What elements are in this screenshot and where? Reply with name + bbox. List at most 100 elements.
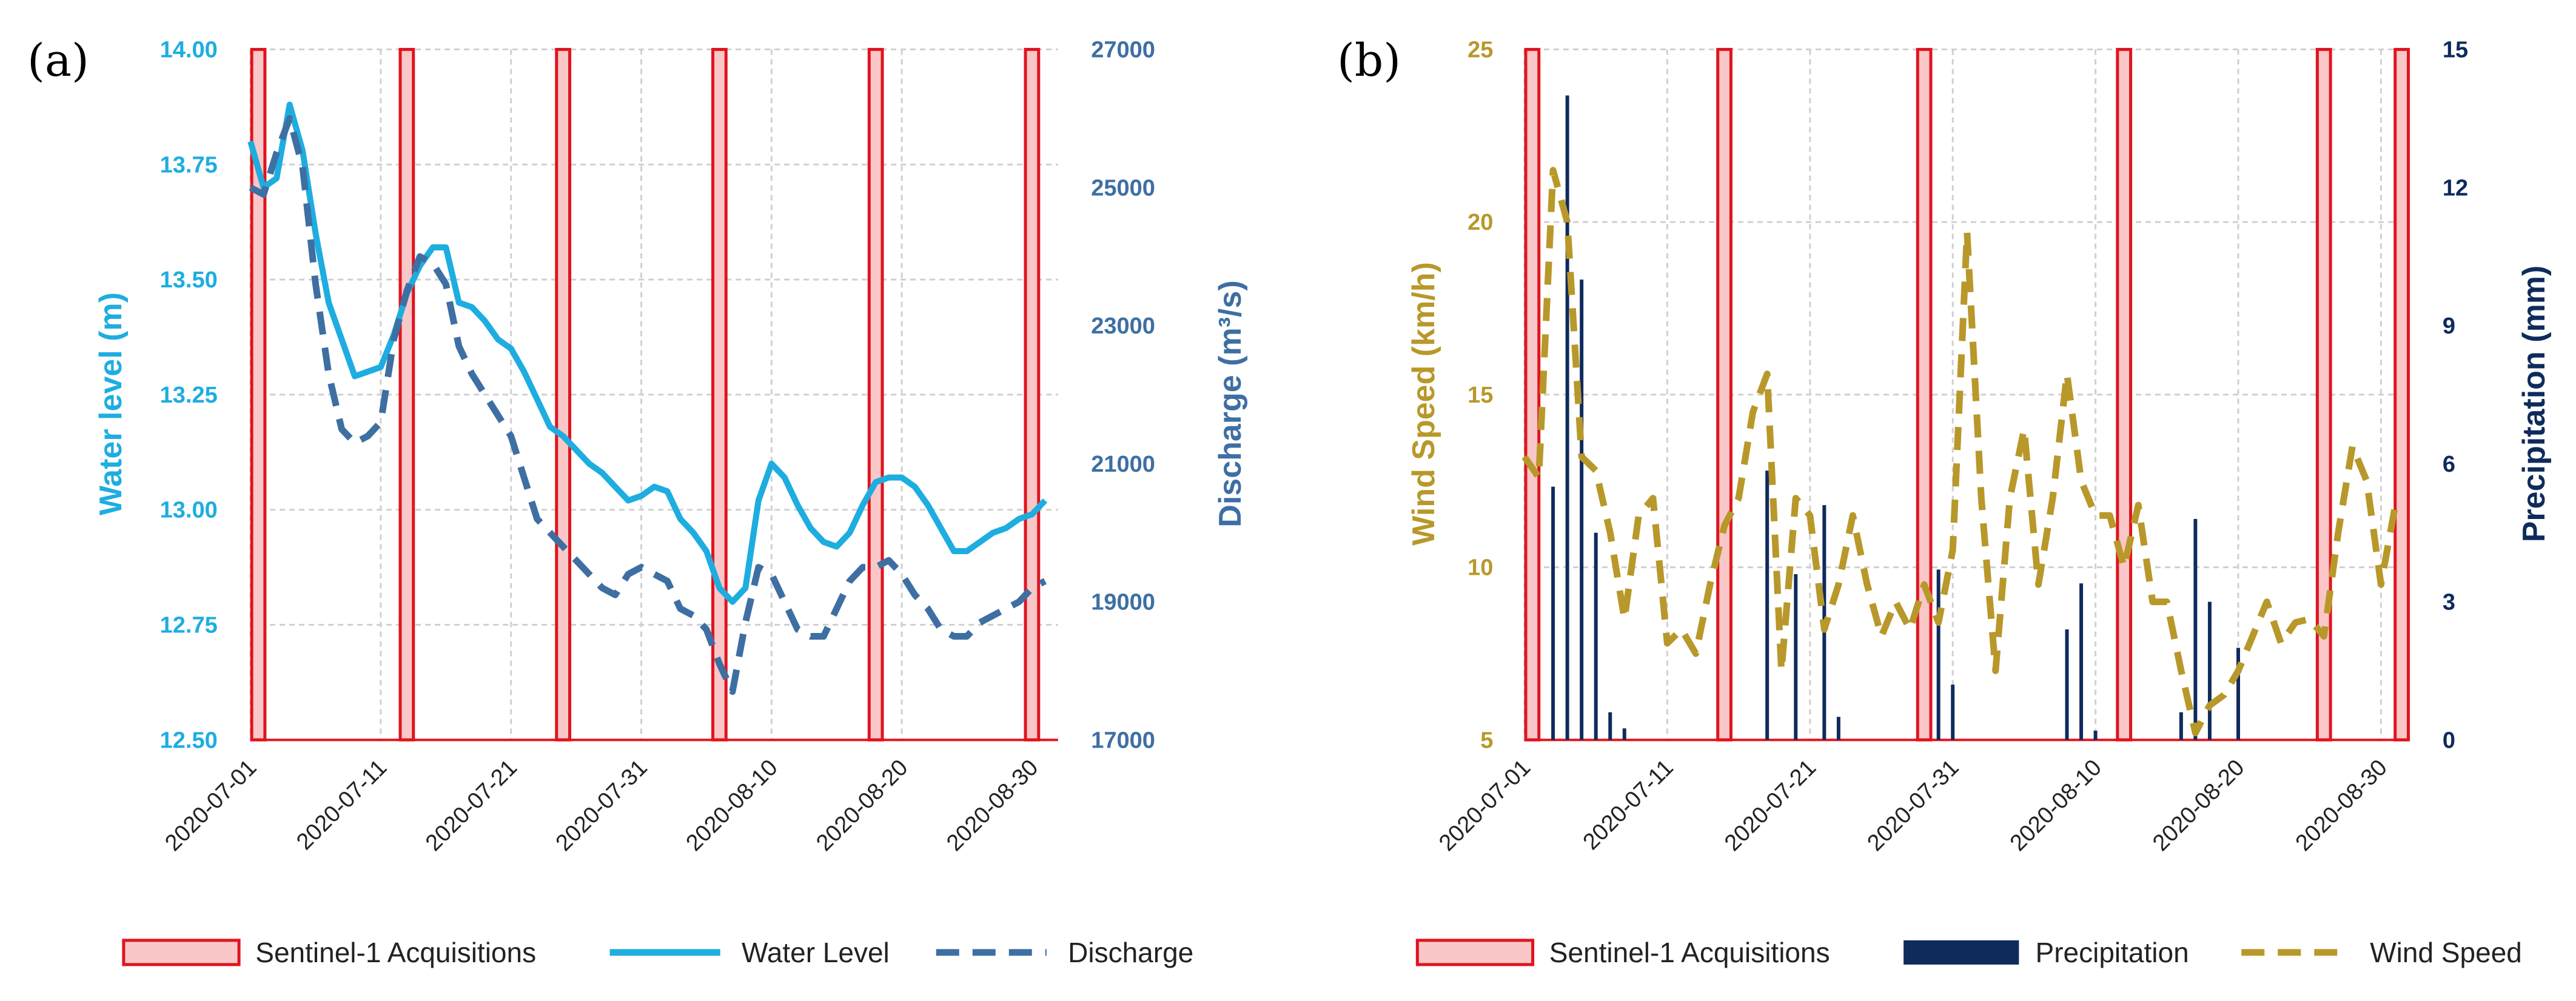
precipitation-bar <box>1951 685 1955 740</box>
left-tick-label: 14.00 <box>160 38 218 63</box>
left-tick-label: 13.00 <box>160 498 218 523</box>
water-level-line <box>247 101 1048 605</box>
discharge-line <box>249 115 1047 695</box>
right-tick-label: 19000 <box>1091 590 1155 615</box>
panel-a-left-axis-title: Water level (m) <box>93 292 129 515</box>
legend-label: Sentinel-1 Acquisitions <box>255 937 536 968</box>
precipitation-bar <box>1580 280 1584 740</box>
acquisition-bar <box>250 48 267 742</box>
legend-label: Precipitation <box>2036 937 2189 968</box>
panel-b-right-ticks: 0 3 6 9 12 15 <box>2443 38 2468 754</box>
x-tick-label: 2020-07-21 <box>421 755 522 856</box>
panel-a-series <box>247 101 1048 695</box>
panel-a-right-ticks: 17000 19000 21000 23000 25000 27000 <box>1091 38 1155 754</box>
acquisition-bar <box>1916 48 1933 742</box>
acquisition-bar <box>2393 48 2410 742</box>
precipitation-bar <box>2193 518 2198 740</box>
left-tick-label: 12.75 <box>160 613 218 638</box>
panel-b-legend: Sentinel-1 Acquisitions Precipitation Wind… <box>1415 937 2522 968</box>
precipitation-bar <box>1551 486 1555 740</box>
precipitation-bar <box>2207 601 2212 740</box>
right-tick-label: 17000 <box>1091 728 1155 753</box>
x-tick-label: 2020-08-30 <box>2291 755 2392 856</box>
panel-b-gridlines <box>1523 49 2410 742</box>
precipitation-bar <box>1594 532 1598 740</box>
x-tick-label: 2020-07-31 <box>551 755 652 856</box>
panel-b-left-ticks: 5 10 15 20 25 <box>1467 38 1493 754</box>
precipitation-bar <box>1794 574 1798 740</box>
left-tick-label: 20 <box>1467 210 1493 235</box>
x-tick-label: 2020-07-21 <box>1720 755 1821 856</box>
precipitation-bar <box>2236 648 2241 740</box>
right-tick-label: 3 <box>2443 590 2455 615</box>
panel-a-acquisitions <box>250 48 1041 742</box>
left-tick-label: 5 <box>1480 728 1493 753</box>
acquisition-bar <box>398 48 415 742</box>
wind-speed-line <box>1521 167 2399 737</box>
x-tick-label: 2020-07-01 <box>1434 755 1535 856</box>
x-tick-label: 2020-07-01 <box>160 755 261 856</box>
panel-a-x-ticks: 2020-07-01 2020-07-11 2020-07-21 2020-07-31… <box>160 755 1043 856</box>
right-tick-label: 6 <box>2443 452 2455 477</box>
acquisition-bar <box>867 48 884 742</box>
x-tick-label: 2020-08-10 <box>682 755 783 856</box>
right-tick-label: 0 <box>2443 728 2455 753</box>
acquisition-bar <box>1024 48 1041 742</box>
left-tick-label: 10 <box>1467 555 1493 581</box>
acquisition-bar <box>1524 48 1541 742</box>
precipitation-bar <box>1836 717 1840 740</box>
precipitation-bar <box>1622 728 1626 740</box>
left-tick-label: 25 <box>1467 38 1493 63</box>
acquisition-bar <box>1716 48 1732 742</box>
acquisition-bar <box>711 48 728 742</box>
x-tick-label: 2020-08-10 <box>2005 755 2107 856</box>
panel-b-label: (b) <box>1337 35 1401 87</box>
panel-b-x-ticks: 2020-07-01 2020-07-11 2020-07-21 2020-07-31… <box>1434 755 2392 856</box>
precipitation-bar <box>2079 583 2084 740</box>
left-tick-label: 15 <box>1467 383 1493 408</box>
acquisition-bar <box>555 48 571 742</box>
precipitation-bar <box>1765 470 1769 740</box>
legend-label: Water Level <box>742 937 890 968</box>
legend-label: Discharge <box>1068 937 1193 968</box>
panel-b-right-axis-title: Precipitation (mm) <box>2517 266 2552 543</box>
right-tick-label: 12 <box>2443 175 2468 201</box>
panel-a-legend: Sentinel-1 Acquisitions Water Level Discha… <box>122 937 1193 968</box>
x-tick-label: 2020-07-11 <box>292 755 392 855</box>
acquisition-bar <box>2116 48 2133 742</box>
x-tick-label: 2020-08-30 <box>942 755 1043 856</box>
precipitation-bar <box>1936 569 1940 740</box>
right-tick-label: 15 <box>2443 38 2468 63</box>
panel-b-series <box>1521 95 2399 740</box>
right-tick-label: 27000 <box>1091 38 1155 63</box>
x-tick-label: 2020-08-20 <box>2148 755 2249 856</box>
x-tick-label: 2020-08-20 <box>811 755 913 856</box>
legend-label: Wind Speed <box>2370 937 2522 968</box>
panel-a: (a) 12.5012.7513.0013.2513.5013.7514.00 … <box>27 35 1248 968</box>
right-tick-label: 9 <box>2443 313 2455 339</box>
precipitation-bar <box>2179 712 2183 740</box>
panel-b-left-axis-title: Wind Speed (km/h) <box>1406 262 1441 546</box>
legend-swatch-acquisitions <box>1415 939 1535 966</box>
panel-a-right-axis-title: Discharge (m³/s) <box>1213 280 1248 527</box>
precipitation-bar <box>2065 629 2069 740</box>
x-tick-label: 2020-07-31 <box>1862 755 1964 856</box>
right-tick-label: 25000 <box>1091 175 1155 201</box>
precipitation-bar <box>1565 95 1569 740</box>
precipitation-bar <box>2093 731 2098 740</box>
panel-a-left-ticks: 12.50 12.75 13.00 13.25 13.50 13.75 14.00 <box>160 38 218 754</box>
panel-a-gridlines <box>249 49 1058 742</box>
legend-swatch-precipitation <box>1903 940 2019 965</box>
x-tick-label: 2020-07-11 <box>1578 755 1679 855</box>
panel-b-acquisitions <box>1524 48 2410 742</box>
precipitation-bar <box>1608 712 1612 740</box>
left-tick-label: 13.25 <box>160 383 218 408</box>
legend-swatch-acquisitions <box>122 939 241 966</box>
panel-a-label: (a) <box>27 35 89 87</box>
left-tick-label: 13.50 <box>160 267 218 293</box>
acquisition-bar <box>2315 48 2332 742</box>
legend-label: Sentinel-1 Acquisitions <box>1549 937 1830 968</box>
right-tick-label: 21000 <box>1091 452 1155 477</box>
